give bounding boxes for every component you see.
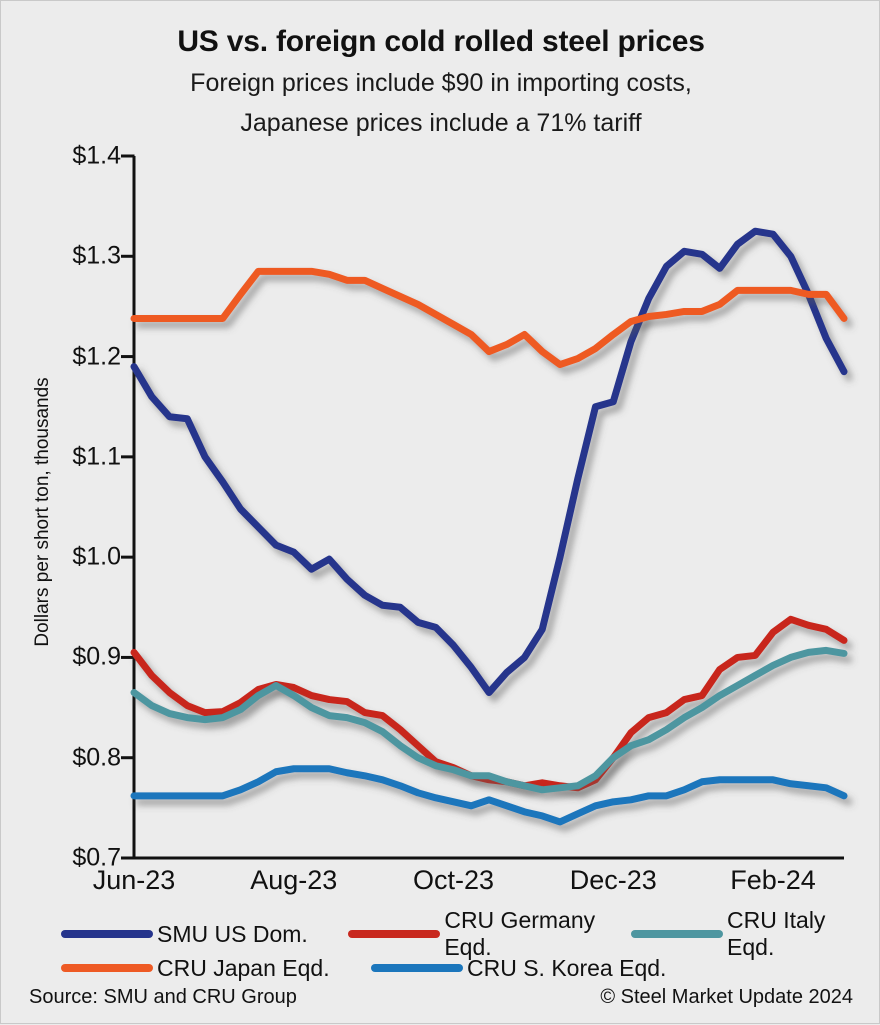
legend-color-swatch [631, 930, 724, 938]
series-line-smu-us-dom [130, 227, 848, 697]
x-tick-label: Feb-24 [730, 865, 816, 895]
legend-row-2: CRU Japan Eqd. CRU S. Korea Eqd. [61, 951, 861, 985]
y-tick-label: $1.2 [72, 342, 121, 371]
chart-series [130, 227, 848, 826]
legend-item[interactable]: SMU US Dom. [61, 921, 348, 948]
legend-item[interactable]: CRU Japan Eqd. [61, 955, 371, 982]
y-tick-label: $1.3 [72, 241, 121, 270]
legend-label: CRU Japan Eqd. [157, 954, 330, 981]
series-line-cru-germany-eqd [130, 615, 848, 792]
chart-axes [121, 154, 844, 860]
legend-color-swatch [348, 930, 441, 938]
chart-subtitle-line-2: Japanese prices include a 71% tariff [240, 109, 642, 137]
legend-label: CRU Germany Eqd. [444, 907, 596, 960]
source-note: Source: SMU and CRU Group [29, 986, 297, 1008]
chart-footer: Source: SMU and CRU Group © Steel Market… [1, 986, 880, 1009]
legend-color-swatch [371, 964, 463, 972]
y-tick-label: $0.9 [72, 642, 121, 671]
x-tick-label: Oct-23 [412, 865, 495, 895]
y-tick-label: $1.0 [72, 542, 121, 571]
chart-legend: SMU US Dom. CRU Germany Eqd. CRU Italy Eqd… [61, 907, 861, 985]
y-tick-label: $0.8 [72, 743, 121, 772]
copyright-note: © Steel Market Update 2024 [600, 986, 853, 1008]
y-tick-label: $1.1 [72, 442, 121, 471]
legend-color-swatch [61, 964, 153, 972]
legend-label: CRU S. Korea Eqd. [467, 954, 667, 981]
series-line-cru-italy-eqd [130, 646, 848, 794]
legend-label: SMU US Dom. [157, 920, 308, 947]
legend-row-1: SMU US Dom. CRU Germany Eqd. CRU Italy Eqd… [61, 907, 861, 960]
page-title: US vs. foreign cold rolled steel prices [177, 25, 705, 58]
legend-color-swatch [61, 930, 153, 938]
x-tick-label: Jun-23 [92, 865, 176, 895]
y-tick-label: $1.4 [72, 141, 121, 170]
legend-label: CRU Italy Eqd. [727, 907, 826, 960]
series-line-cru-s-korea-eqd [130, 765, 848, 826]
y-tick-label: $0.7 [72, 843, 121, 872]
chart-subtitle-line-1: Foreign prices include $90 in importing … [190, 69, 692, 97]
legend-item[interactable]: CRU S. Korea Eqd. [371, 955, 676, 982]
legend-item[interactable]: CRU Italy Eqd. [631, 907, 861, 961]
x-tick-label: Aug-23 [250, 865, 338, 895]
x-tick-label: Dec-23 [569, 865, 657, 895]
legend-item[interactable]: CRU Germany Eqd. [348, 907, 631, 961]
series-line-cru-japan-eqd [130, 267, 848, 369]
